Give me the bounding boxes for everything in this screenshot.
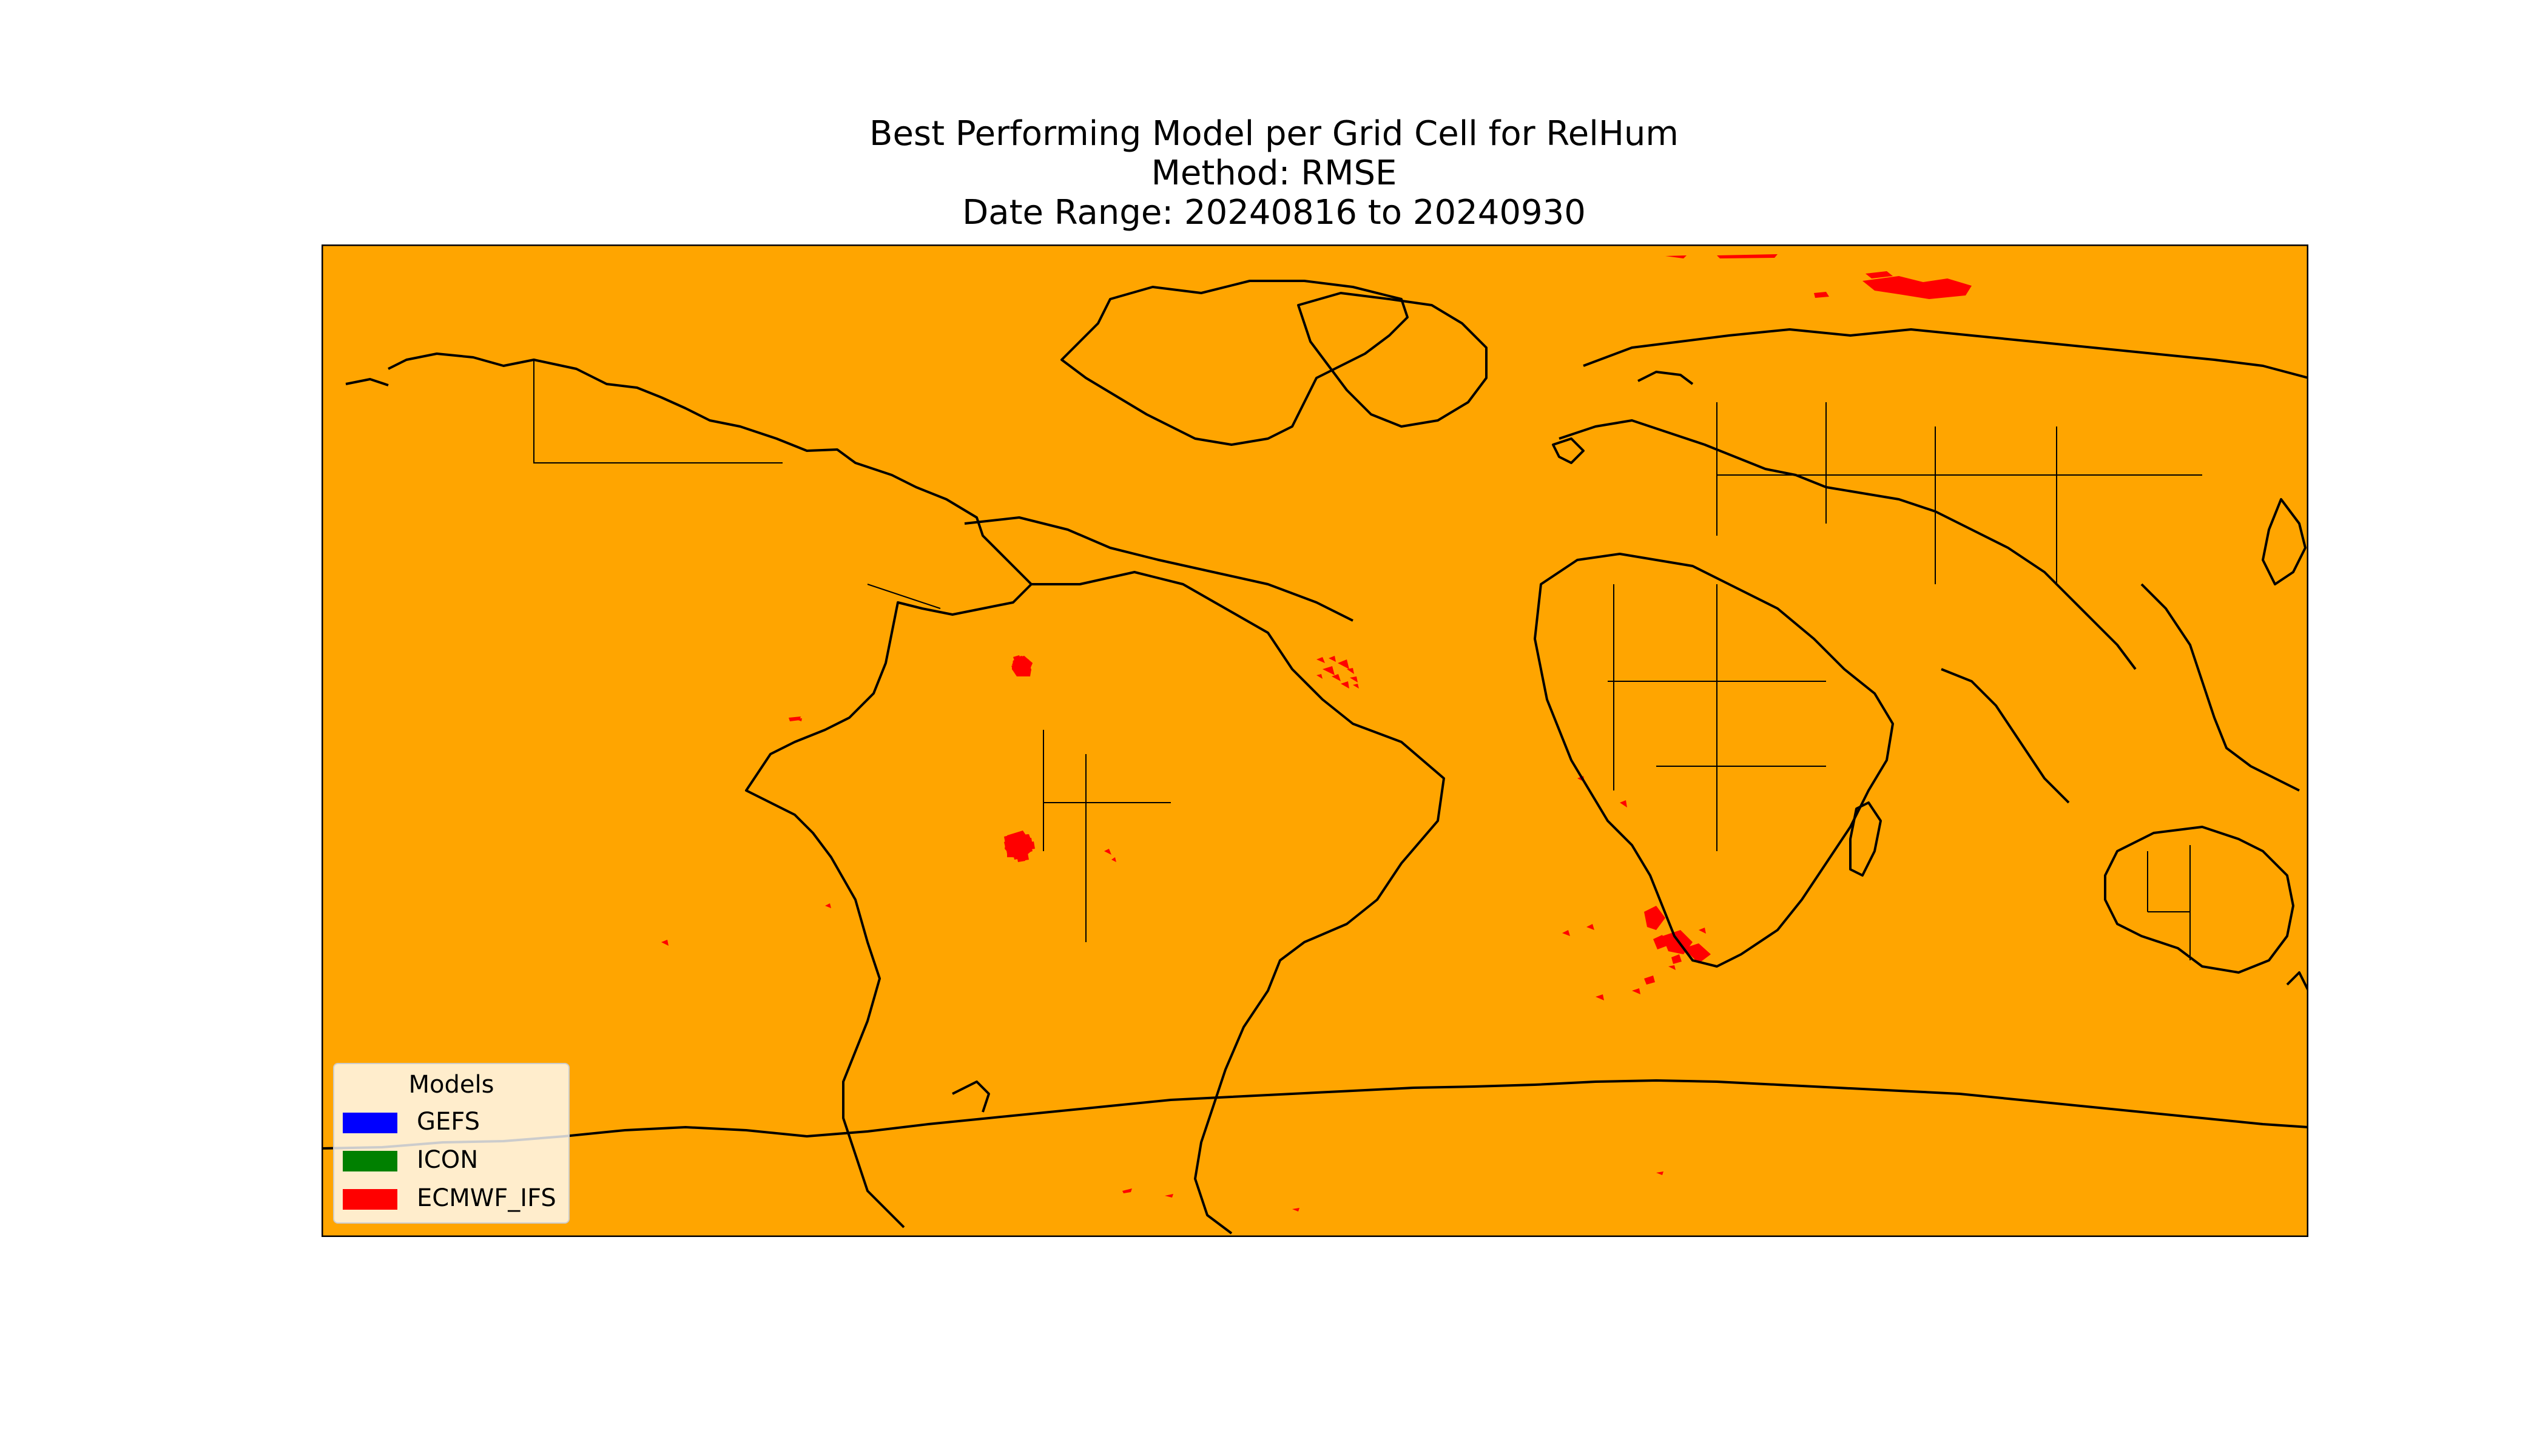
political-borders [533, 359, 2202, 960]
coastlines [322, 280, 2308, 1235]
coastline-madagascar [1849, 801, 1882, 877]
coastline-alaska-west [345, 378, 389, 386]
red-cell-pacific-south-1 [825, 903, 831, 908]
coastline-antarctica [322, 1079, 2308, 1150]
red-cell-arctic-islands [1866, 271, 1893, 278]
chart-title: Best Performing Model per Grid Cell for … [869, 114, 1679, 153]
map-border [322, 244, 2308, 1237]
borders-australia [2147, 845, 2191, 960]
map-background [322, 244, 2308, 1237]
border-us-mexico [867, 584, 941, 609]
coastline-eurasia-south [1559, 419, 2137, 670]
red-cell-caribbean-10 [1316, 674, 1323, 679]
red-cell-kara-sea [1814, 292, 1829, 298]
red-cell-caribbean-6 [1332, 674, 1341, 681]
legend-item-icon: ICON [343, 1145, 567, 1175]
red-cell-caribbean-7 [1350, 676, 1358, 682]
red-cell-caribbean-3 [1338, 659, 1349, 669]
red-cell-pacific-l [1017, 855, 1025, 862]
red-cell-atlantic-2 [1111, 857, 1116, 862]
red-cell-arctic-1 [1665, 255, 1687, 258]
red-cell-pacific-south-2 [661, 940, 669, 946]
red-cell-pacific-p [1016, 832, 1024, 840]
red-cell-antarctic-4 [1656, 1171, 1663, 1175]
legend: Models GEFS ICON ECMWF_IFS [333, 1063, 570, 1224]
borders-eurasia [1716, 402, 2202, 584]
red-cell-south-indian-1 [1644, 906, 1665, 930]
coastline-africa [1534, 553, 1894, 968]
red-cell-south-indian-8 [1596, 994, 1604, 1000]
red-cell-south-pacific-island-3 [1012, 656, 1033, 676]
coastline-north-america [964, 516, 1353, 622]
red-cell-caribbean-8 [1341, 681, 1349, 689]
red-cell-south-indian-4 [1653, 935, 1667, 949]
red-cell-south-indian-12 [1668, 965, 1676, 970]
coastline-australia [2104, 826, 2294, 974]
legend-swatch-gefs [343, 1113, 397, 1133]
coastline-antarctic-peninsula [952, 1080, 990, 1113]
coastline-canadian-arctic [1060, 280, 1409, 446]
red-cell-pacific-k [1007, 841, 1017, 851]
legend-item-gefs: GEFS [343, 1107, 567, 1137]
border-us-canada [533, 359, 783, 463]
borders-africa [1608, 584, 1826, 851]
map-svg [322, 244, 2308, 1237]
red-cell-south-indian-5 [1671, 954, 1682, 964]
legend-swatch-ecmwf-ifs [343, 1189, 397, 1210]
coastline-india [1941, 668, 2070, 804]
coastline-southeast-asia [2140, 583, 2300, 792]
borders-south-america [1043, 730, 1171, 942]
legend-item-ecmwf-ifs: ECMWF_IFS [343, 1183, 567, 1213]
red-cell-antarctic-2 [1165, 1194, 1173, 1198]
legend-label-ecmwf-ifs: ECMWF_IFS [417, 1184, 556, 1212]
coastline-americas-east [1031, 571, 1445, 1235]
coastline-eurasia-north [1583, 328, 2308, 379]
red-cell-south-indian-7 [1632, 988, 1640, 994]
red-cell-south-indian-11 [1699, 928, 1706, 934]
red-cell-caribbean-1 [1316, 657, 1325, 663]
red-cell-caribbean-5 [1347, 668, 1354, 674]
red-cell-arctic-2 [1717, 254, 1778, 258]
red-cell-south-indian-10 [1562, 930, 1570, 936]
coastline-scandinavia [1637, 371, 1694, 385]
chart-subtitle-date-range: Date Range: 20240816 to 20240930 [962, 193, 1586, 232]
red-cell-eastern-pacific-2 [795, 718, 802, 721]
world-map [322, 244, 2308, 1237]
coastline-british-isles [1552, 437, 1585, 464]
red-cell-indian-2 [1620, 800, 1627, 807]
coastline-greenland [1297, 292, 1488, 428]
legend-swatch-icon [343, 1151, 397, 1171]
red-cell-caribbean-2 [1329, 656, 1336, 662]
red-cell-south-indian-6 [1644, 976, 1655, 985]
red-cell-caribbean-9 [1353, 684, 1359, 689]
coastline-americas-west [388, 352, 1033, 1228]
red-cell-south-indian-3 [1684, 943, 1711, 963]
red-cell-antarctic-3 [1292, 1208, 1299, 1212]
red-cell-antarctic-1 [1122, 1188, 1132, 1193]
red-cell-caribbean-4 [1323, 666, 1335, 675]
red-cell-atlantic-1 [1104, 849, 1111, 855]
coastline-japan [2262, 498, 2307, 585]
red-cell-south-indian-9 [1586, 924, 1594, 930]
legend-label-icon: ICON [417, 1146, 479, 1174]
chart-subtitle-method: Method: RMSE [1151, 153, 1397, 193]
legend-title: Models [408, 1071, 494, 1099]
legend-label-gefs: GEFS [417, 1108, 480, 1136]
red-cell-pacific-m [1026, 841, 1035, 850]
red-cell-siberia [1862, 276, 1972, 299]
coastline-new-zealand [2286, 971, 2308, 991]
